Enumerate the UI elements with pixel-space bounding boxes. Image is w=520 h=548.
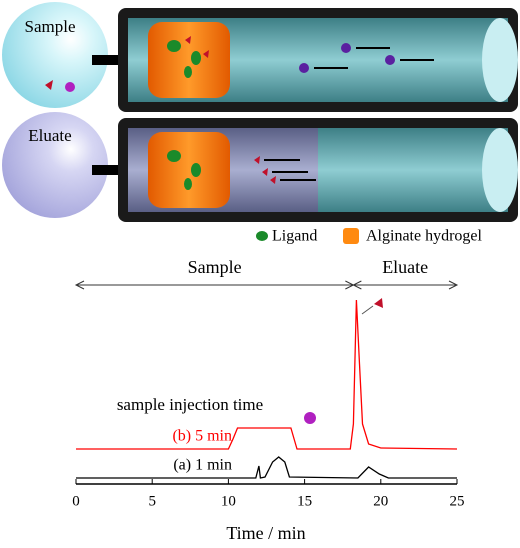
legend-label: Alginate hydrogel xyxy=(366,228,483,245)
x-tick-label: 5 xyxy=(148,493,156,509)
region-label: Eluate xyxy=(382,257,428,277)
trace xyxy=(76,299,458,450)
analyte-icon xyxy=(45,80,53,90)
legend-label: Ligand xyxy=(272,228,317,245)
hydrogel xyxy=(148,132,230,208)
series-label: (b) 5 min xyxy=(172,428,232,445)
diagram: Sample Eluate Ligand Alginate hydrogel xyxy=(2,2,518,245)
analyte-icon xyxy=(374,298,383,308)
trace xyxy=(76,456,457,479)
arrow-head xyxy=(352,280,459,290)
tube-end xyxy=(482,18,518,102)
x-tick-label: 20 xyxy=(373,493,388,509)
analyte-icon xyxy=(65,82,75,92)
eluate-vessel xyxy=(2,112,108,218)
annotation: sample injection time xyxy=(117,395,263,414)
analyte-icon xyxy=(304,412,316,424)
x-tick-label: 10 xyxy=(221,493,236,509)
vessel-label: Eluate xyxy=(28,126,71,145)
x-tick-label: 15 xyxy=(297,493,312,509)
sample-vessel xyxy=(2,2,108,108)
x-axis-title: Time / min xyxy=(226,523,305,543)
chromatogram: Time / min sample injection time 0 5 10 15 2… xyxy=(72,257,464,543)
hydrogel xyxy=(148,22,230,98)
region-label: Sample xyxy=(188,257,242,277)
legend-icon xyxy=(256,231,268,241)
vessel-label: Sample xyxy=(25,17,76,36)
legend-icon xyxy=(343,228,359,244)
series-label: (a) 1 min xyxy=(173,457,232,474)
x-tick-label: 0 xyxy=(72,493,80,509)
x-tick-label: 25 xyxy=(450,493,465,509)
